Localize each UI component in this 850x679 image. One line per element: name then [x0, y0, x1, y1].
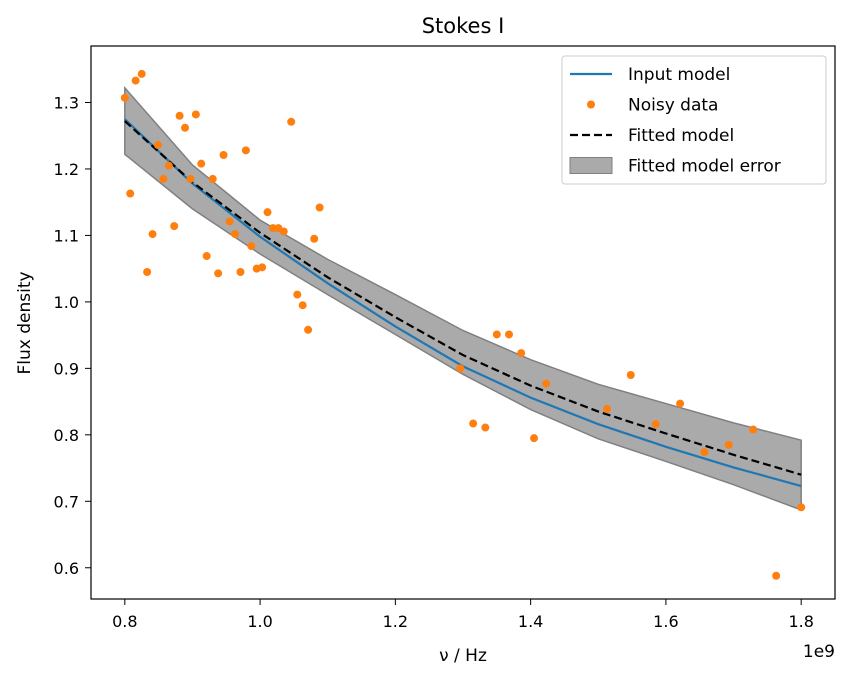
- noisy-data-point: [164, 161, 173, 170]
- axes: 0.8 1.0 1.2 1.4 1.6 1.8 0.6 0.7 0.8 0.9 1.0 1.1 1.2 1…: [54, 93, 814, 631]
- noisy-data-point: [542, 379, 551, 388]
- y-tick-label: 0.7: [54, 492, 79, 511]
- noisy-data-point: [120, 93, 129, 102]
- x-axis-offset-label: 1e9: [803, 642, 835, 662]
- noisy-data-point: [456, 364, 465, 373]
- noisy-data-point: [492, 330, 501, 339]
- noisy-data-point: [263, 208, 272, 217]
- noisy-data-point: [481, 423, 490, 432]
- noisy-data-point: [214, 269, 223, 278]
- y-tick-label: 0.6: [54, 559, 79, 578]
- noisy-data-point: [148, 230, 157, 239]
- x-tick-label: 1.4: [518, 612, 543, 631]
- noisy-data-point: [603, 404, 612, 413]
- noisy-data-point: [504, 330, 513, 339]
- noisy-data-point: [700, 448, 709, 457]
- noisy-data-point: [676, 399, 685, 408]
- noisy-data-point: [181, 123, 190, 132]
- noisy-data-point: [202, 252, 211, 261]
- noisy-data-point: [724, 440, 733, 449]
- noisy-data-point: [310, 234, 319, 243]
- noisy-data-point: [315, 203, 324, 212]
- noisy-data-point: [236, 267, 245, 276]
- noisy-data-point: [517, 349, 526, 358]
- noisy-data-point: [225, 217, 234, 226]
- noisy-data-point: [208, 174, 217, 183]
- noisy-data-point: [131, 76, 140, 85]
- noisy-data-point: [186, 174, 195, 183]
- y-tick-label: 1.1: [54, 226, 79, 245]
- noisy-data-point: [247, 242, 256, 251]
- noisy-data-point: [749, 425, 758, 434]
- noisy-data-point: [170, 222, 179, 231]
- noisy-data-point: [191, 110, 200, 119]
- noisy-data-point: [219, 151, 228, 160]
- plot-area: [120, 69, 806, 580]
- legend-label: Fitted model error: [628, 157, 781, 177]
- plot-frame: [90, 45, 836, 600]
- noisy-data-point: [293, 290, 302, 299]
- noisy-data-point: [137, 69, 146, 78]
- legend: Input model Noisy data Fitted model Fitted …: [561, 55, 827, 185]
- noisy-data-point: [304, 325, 313, 334]
- noisy-data-point: [231, 230, 240, 239]
- x-tick-label: 1.0: [247, 612, 272, 631]
- noisy-data-point: [287, 117, 296, 126]
- x-tick-label: 0.8: [112, 612, 137, 631]
- y-tick-label: 0.8: [54, 426, 79, 445]
- x-axis-label: ν / Hz: [439, 646, 487, 666]
- noisy-data-point: [153, 141, 162, 150]
- x-tick-label: 1.8: [788, 612, 813, 631]
- fitted-model-line: [124, 120, 802, 476]
- x-tick-label: 1.6: [653, 612, 678, 631]
- noisy-data-point: [258, 263, 267, 272]
- noisy-data-point: [772, 571, 781, 580]
- noisy-data-point: [298, 301, 307, 310]
- noisy-data-point: [175, 111, 184, 120]
- noisy-data-point: [469, 419, 478, 428]
- legend-label: Input model: [628, 65, 730, 85]
- y-tick-label: 1.0: [54, 293, 79, 312]
- legend-swatch-noisy-data: [587, 100, 595, 109]
- y-tick-label: 0.9: [54, 359, 79, 378]
- chart-title: Stokes I: [422, 14, 505, 38]
- noisy-data-point: [279, 227, 288, 236]
- noisy-data-point: [626, 371, 635, 380]
- noisy-data-point: [143, 267, 152, 276]
- legend-label: Noisy data: [628, 96, 718, 116]
- noisy-data-point: [530, 434, 539, 443]
- legend-box: [561, 55, 827, 185]
- legend-swatch-fitted-model-error: [569, 157, 613, 174]
- noisy-data-point: [159, 174, 168, 183]
- x-tick-label: 1.2: [383, 612, 408, 631]
- noisy-data-point: [241, 146, 250, 155]
- y-tick-label: 1.3: [54, 93, 79, 112]
- noisy-data-point: [197, 159, 206, 168]
- noisy-data-point: [797, 503, 806, 512]
- y-tick-label: 1.2: [54, 160, 79, 179]
- y-axis-label: Flux density: [15, 271, 35, 374]
- noisy-data-point: [651, 420, 660, 429]
- noisy-data-point: [126, 189, 135, 198]
- legend-label: Fitted model: [628, 126, 734, 146]
